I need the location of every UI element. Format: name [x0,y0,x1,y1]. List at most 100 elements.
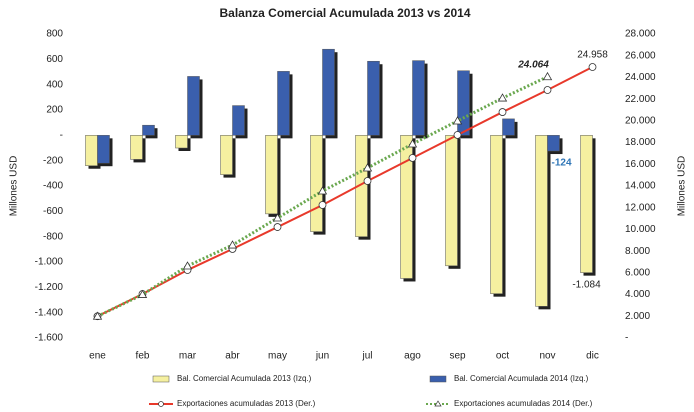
marker [272,213,283,222]
line [97,66,593,318]
marker [273,223,282,231]
marker [227,240,238,249]
bar [97,135,110,164]
y2-tick-label: 16.000 [625,159,656,170]
data-label: 24.064 [517,59,549,70]
legend-swatch [429,375,447,383]
bar [187,76,200,136]
y2-tick-label: 4.000 [625,289,650,300]
bar [502,118,515,136]
y2-tick-label: 12.000 [625,202,656,213]
y2-tick-label: 22.000 [625,94,656,105]
y-tick-label: -1.000 [35,257,64,268]
marker [543,86,552,94]
x-tick-label: may [268,351,287,362]
marker [362,163,373,172]
y-tick-label: -1.200 [35,282,64,293]
bar [580,135,593,273]
bar [310,135,323,232]
y-tick-label: 800 [46,29,63,40]
x-tick-label: ene [89,351,106,362]
y-tick-label: -600 [43,206,63,217]
marker [92,311,103,320]
x-tick-label: dic [586,351,599,362]
bar [547,135,560,152]
bar [130,135,143,160]
bar [322,48,335,136]
x-tick-label: sep [449,351,466,362]
data-label: -1.084 [572,279,601,290]
bar [220,135,233,175]
y-tick-label: -1.600 [35,333,64,344]
bar [232,105,245,136]
marker [408,154,417,162]
chart-title: Balanza Comercial Acumulada 2013 vs 2014 [219,6,470,20]
legend: Bal. Comercial Acumulada 2013 (Izq.) Bal.… [149,374,593,408]
bar [535,135,548,307]
bar [457,70,470,136]
y-tick-label: -400 [43,181,63,192]
bar [175,135,188,149]
y-tick-label: 200 [46,105,63,116]
y-tick-label: 400 [46,79,63,90]
legend-swatch [152,375,170,383]
marker [588,63,597,71]
marker [363,177,372,185]
marker [542,71,553,81]
y2-tick-label: 26.000 [625,50,656,61]
y2-tick-label: 18.000 [625,137,656,148]
y2-tick-label: 6.000 [625,267,650,278]
legend-label: Exportaciones acumuladas 2013 (Der.) [177,399,316,408]
bar [355,135,368,237]
y2-axis-label: Millones USD [677,156,688,217]
bar [277,71,290,136]
x-tick-label: mar [179,351,197,362]
y-tick-label: -200 [43,155,63,166]
x-tick-label: jul [361,351,372,362]
legend-marker [158,401,164,407]
legend-label: Exportaciones acumuladas 2014 (Der.) [454,399,593,408]
marker [407,139,418,148]
x-tick-label: oct [496,351,510,362]
bar [85,135,98,166]
y-tick-label: -1.400 [35,307,64,318]
marker [317,186,328,195]
marker [452,116,463,125]
legend-label: Bal. Comercial Acumulada 2013 (Izq.) [177,374,312,383]
bar [265,135,278,215]
data-label: 24.958 [577,50,608,61]
bar [445,135,458,267]
y2-tick-label: 20.000 [625,115,656,126]
marker [453,131,462,139]
x-tick-label: feb [136,351,150,362]
x-tick-label: ago [404,351,421,362]
y2-tick-label: - [625,333,628,344]
x-tick-label: abr [225,351,240,362]
y2-tick-label: 24.000 [625,72,656,83]
y-tick-label: - [60,130,63,141]
y-tick-label: -800 [43,231,63,242]
marker [498,108,507,116]
x-tick-label: jun [315,351,329,362]
marker [497,93,508,102]
x-tick-label: nov [539,351,555,362]
marker [137,289,148,298]
bar [490,135,503,294]
bar [400,135,413,279]
y2-tick-label: 2.000 [625,311,650,322]
y2-tick-label: 28.000 [625,29,656,40]
y2-tick-label: 10.000 [625,224,656,235]
y-tick-label: 600 [46,54,63,65]
bar [367,60,380,136]
y2-tick-label: 14.000 [625,181,656,192]
bar [142,124,155,136]
y2-tick-label: 8.000 [625,246,650,257]
legend-marker [434,400,442,407]
y-axis-label: Millones USD [9,156,20,217]
legend-label: Bal. Comercial Acumulada 2014 (Izq.) [454,374,589,383]
data-label: -124 [551,158,571,169]
bar [412,60,425,136]
marker [318,201,327,209]
marker [182,261,193,270]
